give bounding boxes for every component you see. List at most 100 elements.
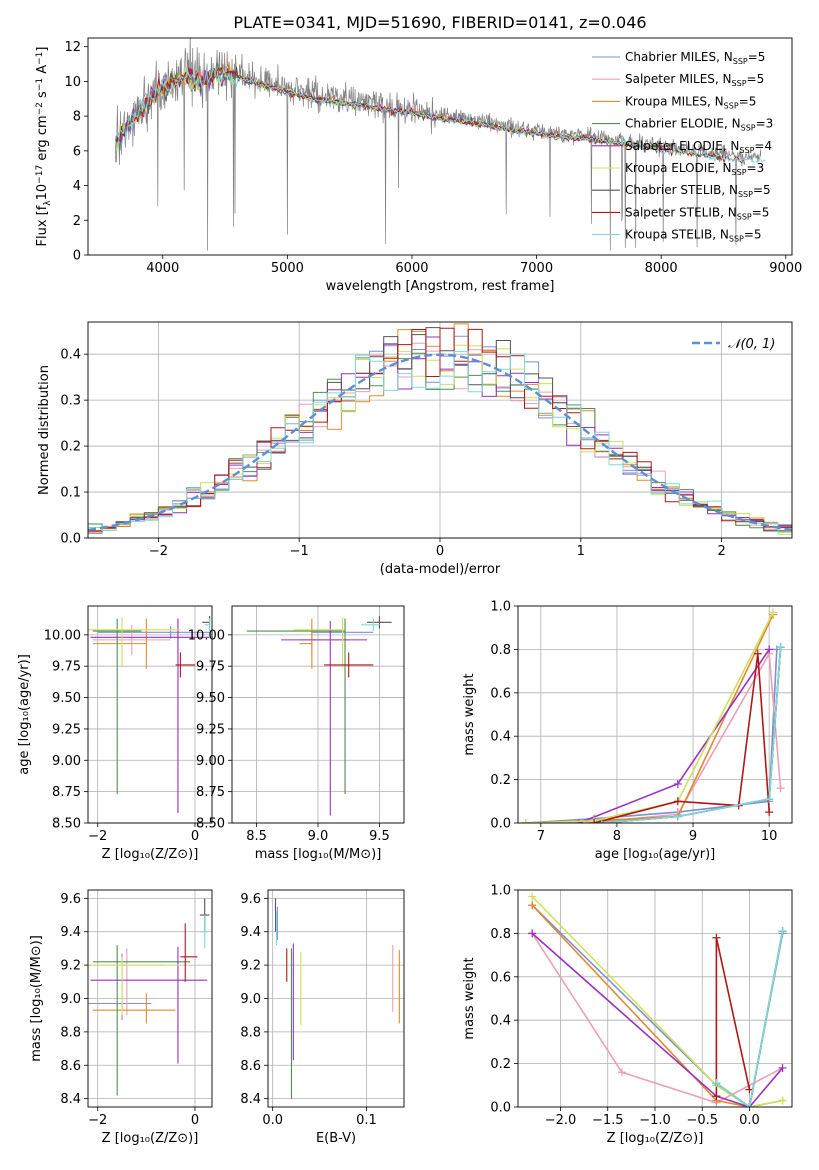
legend-entry: Chabrier ELODIE, NSSP=3 <box>625 117 773 133</box>
y-tick-label: 0.0 <box>490 1101 511 1116</box>
point-marker <box>776 784 785 793</box>
y-tick-label: 8.6 <box>60 1059 81 1074</box>
y-tick-label: 8.8 <box>60 1025 81 1040</box>
y-tick-label: 9.4 <box>60 925 81 940</box>
plot-area <box>528 892 787 1107</box>
x-tick-label: 9000 <box>769 261 802 276</box>
series-line <box>586 651 782 823</box>
x-tick-label: −2 <box>149 544 168 559</box>
massweight-vs-z-panel: −2.0 −1.5 −1.0 −0.5 0.0 0.0 0.2 0.4 0.6 0.8 1.0 Z [… <box>462 884 793 1146</box>
y-tick-label: 12 <box>64 40 81 55</box>
spectrum-panel: 4000 5000 6000 7000 8000 9000 0 2 4 6 8 10 12 wavelen… <box>35 37 802 294</box>
axes-frame <box>87 321 793 539</box>
point-marker <box>712 1092 721 1101</box>
x-tick-label: −0.5 <box>686 1113 718 1128</box>
model-spectrum-line <box>114 66 744 164</box>
y-tick-label: 1.0 <box>490 884 511 899</box>
y-tick-label: 9.25 <box>196 722 225 737</box>
axes-frame <box>267 889 405 1108</box>
point-marker <box>768 608 777 617</box>
x-axis-label: age [log₁₀(age/yr)] <box>595 847 716 862</box>
x-tick-label: 8000 <box>645 261 678 276</box>
series-line <box>715 937 751 1097</box>
y-tick-label: 8.6 <box>240 1059 261 1074</box>
y-tick-label: 10 <box>64 75 81 90</box>
y-tick-label: 0.6 <box>490 686 511 701</box>
point-marker <box>778 927 787 936</box>
histogram-area <box>88 323 792 537</box>
massweight-vs-age-panel: 7 8 9 10 0.0 0.2 0.4 0.6 0.8 1.0 age [log₁₀(age/yr… <box>462 600 793 862</box>
x-tick-label: 10 <box>761 829 778 844</box>
legend-entry: Kroupa MILES, NSSP=5 <box>625 94 756 110</box>
x-tick-label: 8.5 <box>246 829 267 844</box>
point-marker <box>673 779 682 788</box>
series-line <box>531 932 784 1107</box>
y-tick-label: 0.2 <box>490 773 511 788</box>
y-tick-label: 9.50 <box>52 691 81 706</box>
y-tick-label: 10.00 <box>44 628 81 643</box>
x-tick-label: 4000 <box>146 261 179 276</box>
x-tick-label: −1.0 <box>639 1113 671 1128</box>
y-axis-label: Normed distribution <box>37 365 52 495</box>
point-marker <box>597 819 606 823</box>
y-tick-label: 0.4 <box>490 730 511 745</box>
y-tick-label: 9.00 <box>52 754 81 769</box>
point-marker <box>745 1103 754 1107</box>
x-tick-label: 0.0 <box>262 1113 283 1128</box>
y-tick-label: 10.00 <box>188 628 225 643</box>
axes-frame <box>517 605 793 824</box>
y-tick-label: 0.6 <box>490 970 511 985</box>
plot-area <box>246 616 392 816</box>
point-marker <box>753 649 762 658</box>
y-tick-label: 9.00 <box>196 754 225 769</box>
point-marker <box>673 812 682 821</box>
series-line <box>525 612 774 823</box>
series-line <box>601 647 782 823</box>
x-axis-label: mass [log₁₀(M/M⊙)] <box>255 847 382 862</box>
legend-entry: Chabrier STELIB, NSSP=5 <box>625 183 771 199</box>
x-axis-label: Z [log₁₀(Z/Z⊙)] <box>102 1131 199 1146</box>
x-tick-label: 6000 <box>395 261 428 276</box>
y-axis-label: mass [log₁₀(M/M⊙)] <box>29 935 44 1062</box>
age-vs-z-panel: −2 0 8.50 8.75 9.00 9.25 9.50 9.75 10.00 Z [log₁₀… <box>17 605 213 862</box>
point-marker <box>778 1096 787 1105</box>
y-tick-label: 0.1 <box>60 486 81 501</box>
y-tick-label: 8 <box>73 110 81 125</box>
x-tick-label: −1 <box>290 544 309 559</box>
y-tick-label: 8.4 <box>240 1092 261 1107</box>
y-tick-label: 8.8 <box>240 1025 261 1040</box>
y-tick-label: 0.0 <box>60 532 81 547</box>
series-line <box>531 932 783 1104</box>
y-tick-label: 0.2 <box>490 1057 511 1072</box>
point-marker <box>765 808 774 817</box>
plot-area <box>521 608 785 823</box>
point-marker <box>776 643 785 652</box>
legend-entry: Chabrier MILES, NSSP=5 <box>625 50 765 66</box>
histogram-step-line <box>88 350 792 535</box>
point-marker <box>673 797 682 806</box>
plot-area <box>274 898 400 1099</box>
x-tick-label: −2.0 <box>545 1113 577 1128</box>
legend-entry: Salpeter ELODIE, NSSP=4 <box>625 139 772 155</box>
y-tick-label: 8.50 <box>52 817 81 832</box>
y-tick-label: 6 <box>73 144 81 159</box>
x-tick-label: 0 <box>191 1113 199 1128</box>
y-tick-label: 0.4 <box>60 348 81 363</box>
y-tick-label: 9.25 <box>52 722 81 737</box>
x-tick-label: 5000 <box>271 261 304 276</box>
x-tick-label: −2 <box>88 829 107 844</box>
axes-frame <box>87 605 213 824</box>
y-tick-label: 0 <box>73 249 81 264</box>
legend-entry: Salpeter STELIB, NSSP=5 <box>625 205 769 221</box>
mass-vs-z-panel: −2 0 8.4 8.6 8.8 9.0 9.2 9.4 9.6 Z [log₁₀(Z/Z⊙)] m… <box>29 889 213 1146</box>
series-line <box>601 647 782 823</box>
x-tick-label: 9.5 <box>369 829 390 844</box>
y-tick-label: 9.6 <box>60 892 81 907</box>
x-tick-label: 7000 <box>520 261 553 276</box>
axes-frame <box>87 889 213 1108</box>
x-tick-label: 7 <box>537 829 545 844</box>
x-tick-label: 0 <box>191 829 199 844</box>
x-axis-label: Z [log₁₀(Z/Z⊙)] <box>607 1131 704 1146</box>
plot-area <box>88 616 211 813</box>
